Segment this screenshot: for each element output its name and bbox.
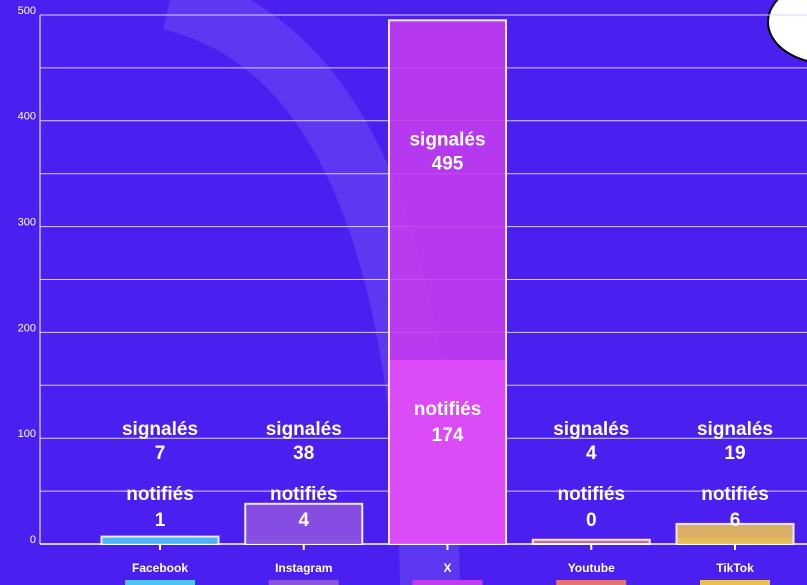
label-series: notifiés — [701, 484, 769, 505]
bar-notifies — [246, 540, 361, 544]
y-tick-label: 400 — [18, 111, 36, 123]
label-series: notifiés — [414, 399, 482, 420]
bar-notifies — [390, 360, 505, 544]
chart: 0 100 200 300 400 500 signalés 7 notifiés 1 Facebo… — [0, 0, 807, 585]
label-series: signalés — [266, 419, 342, 440]
y-tick-label: 200 — [18, 322, 36, 334]
value-label: 6 — [730, 510, 741, 531]
page: 0 100 200 300 400 500 signalés 7 notifiés 1 Facebo… — [0, 0, 807, 585]
value-label: 38 — [293, 443, 314, 464]
value-label: 4 — [586, 443, 597, 464]
value-label: 0 — [586, 510, 597, 531]
bar-signales — [102, 537, 219, 544]
x-tick-label: TikTok — [716, 561, 754, 575]
value-label: 174 — [432, 425, 464, 446]
label-series: notifiés — [126, 484, 194, 505]
category-swatch — [269, 580, 339, 585]
y-tick-label: 300 — [18, 217, 36, 229]
category-swatch — [700, 580, 770, 585]
value-label: 495 — [432, 153, 464, 174]
y-tick-label: 500 — [18, 5, 36, 17]
label-series: notifiés — [557, 484, 625, 505]
label-series: notifiés — [270, 484, 338, 505]
x-tick-label: X — [443, 561, 451, 575]
label-series: signalés — [697, 419, 773, 440]
category-swatch — [125, 580, 195, 585]
category-swatch — [556, 580, 626, 585]
y-tick-label: 0 — [30, 534, 36, 546]
x-tick-label: Instagram — [275, 561, 332, 575]
label-series: signalés — [122, 419, 198, 440]
label-series: signalés — [553, 419, 629, 440]
y-tick-label: 100 — [18, 428, 36, 440]
value-label: 4 — [298, 510, 309, 531]
x-tick-label: Facebook — [132, 561, 188, 575]
label-series: signalés — [409, 129, 485, 150]
value-label: 19 — [724, 443, 745, 464]
bar-signales — [533, 540, 650, 544]
x-tick-label: Youtube — [568, 561, 615, 575]
value-label: 7 — [155, 443, 166, 464]
bar-notifies — [678, 538, 793, 544]
value-label: 1 — [155, 510, 166, 531]
bar-notifies — [103, 543, 218, 544]
category-swatch — [413, 580, 483, 585]
